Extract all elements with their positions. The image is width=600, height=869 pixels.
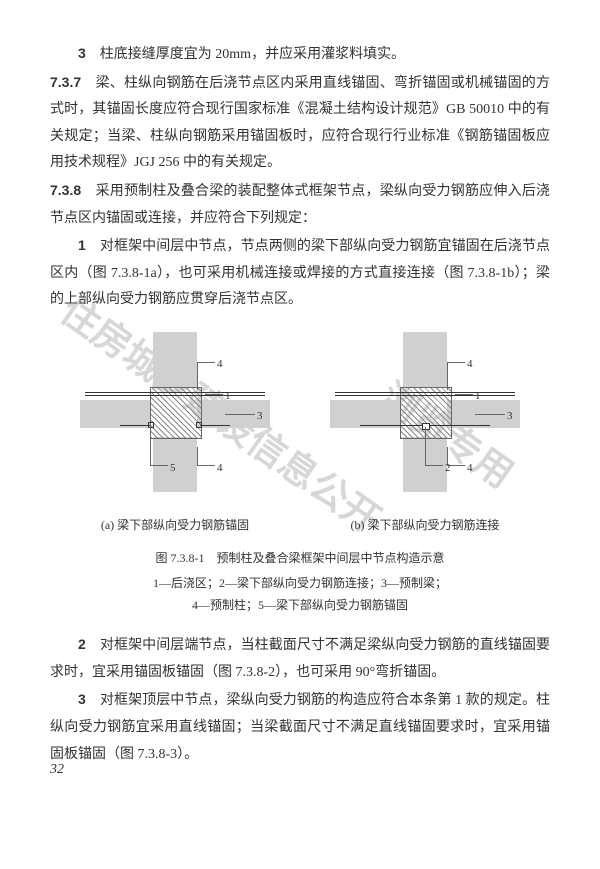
beam-left-a (80, 400, 150, 428)
rebar-top2-a (85, 395, 265, 396)
anchor-plate-right-a (196, 422, 202, 428)
leader-4b-a (197, 447, 198, 465)
sub-3: 3 对框架顶层中节点，梁纵向受力钢筋的构造应符合本条第 1 款的规定。柱纵向受力… (50, 686, 550, 768)
label-3-b: 3 (507, 406, 513, 427)
label-1-a: 1 (225, 386, 231, 407)
sub-1-num: 1 (78, 237, 86, 253)
page-number: 32 (50, 757, 64, 784)
sub-3-num: 3 (78, 691, 86, 707)
section-738: 7.3.8 采用预制柱及叠合梁的装配整体式框架节点，梁纵向受力钢筋应伸入后浇节点… (50, 177, 550, 232)
leader-4-b (447, 362, 448, 390)
leader-3-b (475, 414, 505, 415)
column-top-a (153, 332, 197, 387)
diagram-a-wrap: 4 1 3 4 5 (a) 梁下部纵向受力钢筋锚固 (80, 332, 270, 537)
item-3-num: 3 (78, 45, 86, 61)
label-3-a: 3 (257, 406, 263, 427)
anchor-plate-left-a (148, 422, 154, 428)
label-4b-b: 4 (467, 458, 473, 479)
leader-5-a (150, 427, 151, 465)
section-738-text: 采用预制柱及叠合梁的装配整体式框架节点，梁纵向受力钢筋应伸入后浇节点区内锚固或连… (50, 184, 550, 226)
column-top-b (403, 332, 447, 387)
figure-legend-2: 4—预制柱；5—梁下部纵向受力钢筋锚固 (50, 594, 550, 617)
figure-legend-1: 1—后浇区；2—梁下部纵向受力钢筋连接；3—预制梁； (50, 572, 550, 595)
leader-4h-a (197, 362, 215, 363)
diagram-b-wrap: 4 1 3 4 2 (b) 梁下部纵向受力钢筋连接 (330, 332, 520, 537)
beam-left-b (330, 400, 400, 428)
sub-1-text: 对框架中间层中节点，节点两侧的梁下部纵向受力钢筋宜锚固在后浇节点区内（图 7.3… (50, 239, 550, 307)
rebar-bot-right-a (200, 425, 230, 426)
figure-7-3-8-1: 4 1 3 4 5 (a) 梁下部纵向受力钢筋锚固 (50, 332, 550, 537)
rebar-top2-b (335, 395, 515, 396)
section-737-text: 梁、柱纵向钢筋在后浇节点区内采用直线锚固、弯折锚固或机械锚固的方式时，其锚固长度… (50, 76, 550, 171)
subcaption-b: (b) 梁下部纵向受力钢筋连接 (330, 514, 520, 537)
rebar-top-a (85, 392, 265, 393)
label-4-a: 4 (217, 354, 223, 375)
sub-2: 2 对框架中间层端节点，当柱截面尺寸不满足梁纵向受力钢筋的直线锚固要求时，宜采用… (50, 631, 550, 686)
leader-4h-b (447, 362, 465, 363)
coupler-b (422, 423, 430, 430)
leader-5h-a (150, 465, 168, 466)
sub-1: 1 对框架中间层中节点，节点两侧的梁下部纵向受力钢筋宜锚固在后浇节点区内（图 7… (50, 232, 550, 314)
label-4-b: 4 (467, 354, 473, 375)
item-3-text: 柱底接缝厚度宜为 20mm，并应采用灌浆料填实。 (100, 47, 405, 62)
label-1-b: 1 (475, 386, 481, 407)
diagram-a: 4 1 3 4 5 (80, 332, 270, 512)
leader-4bh-a (197, 465, 215, 466)
figure-title: 图 7.3.8-1 预制柱及叠合梁框架中间层中节点构造示意 (50, 547, 550, 570)
diagram-b: 4 1 3 4 2 (330, 332, 520, 512)
leader-4-a (197, 362, 198, 390)
rebar-bot-left-a (120, 425, 150, 426)
sub-2-num: 2 (78, 636, 86, 652)
leader-1-b (455, 394, 473, 395)
leader-3-a (225, 414, 255, 415)
section-737-head: 7.3.7 (50, 74, 81, 90)
sub-2-text: 对框架中间层端节点，当柱截面尺寸不满足梁纵向受力钢筋的直线锚固要求时，宜采用锚固… (50, 638, 550, 680)
leader-1-a (205, 394, 223, 395)
subcaption-a: (a) 梁下部纵向受力钢筋锚固 (80, 514, 270, 537)
leader-2h-b (425, 465, 443, 466)
section-738-head: 7.3.8 (50, 182, 81, 198)
leader-2-b (425, 427, 426, 465)
label-2-b: 2 (445, 458, 451, 479)
label-4b-a: 4 (217, 458, 223, 479)
rebar-top-b (335, 392, 515, 393)
label-5-a: 5 (170, 458, 176, 479)
section-737: 7.3.7 梁、柱纵向钢筋在后浇节点区内采用直线锚固、弯折锚固或机械锚固的方式时… (50, 69, 550, 177)
item-3: 3 柱底接缝厚度宜为 20mm，并应采用灌浆料填实。 (50, 40, 550, 69)
sub-3-text: 对框架顶层中节点，梁纵向受力钢筋的构造应符合本条第 1 款的规定。柱纵向受力钢筋… (50, 693, 550, 761)
